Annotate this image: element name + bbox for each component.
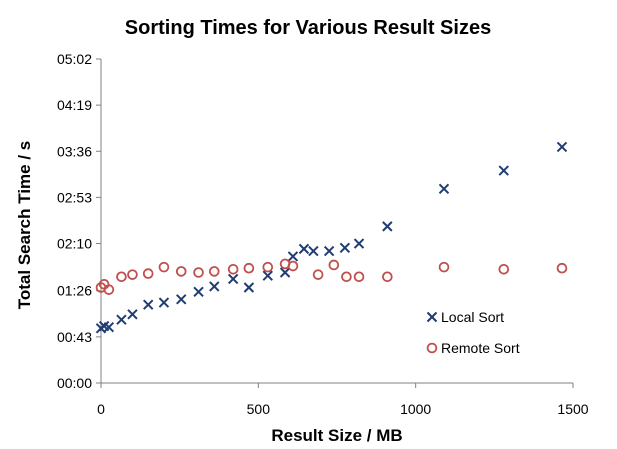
local-sort-point bbox=[176, 294, 187, 305]
x-tick-label: 500 bbox=[247, 401, 271, 417]
x-axis-label: Result Size / MB bbox=[271, 426, 402, 445]
remote-sort-point bbox=[498, 263, 510, 275]
local-sort-point bbox=[556, 141, 568, 153]
remote-sort-point bbox=[208, 266, 220, 277]
local-sort-point bbox=[438, 183, 450, 195]
remote-sort-point bbox=[175, 266, 187, 277]
local-sort-point bbox=[323, 245, 335, 257]
y-tick-label: 00:43 bbox=[57, 329, 92, 345]
remote-sort-point bbox=[438, 261, 450, 273]
y-tick-label: 03:36 bbox=[57, 143, 92, 159]
remote-sort-point bbox=[142, 268, 154, 279]
local-sort-point bbox=[353, 238, 365, 249]
y-tick-label: 02:53 bbox=[57, 189, 92, 205]
local-sort-point bbox=[158, 297, 170, 308]
x-tick-label: 1500 bbox=[557, 401, 588, 417]
y-axis-ticks: 00:00 00:43 01:26 02:10 02:53 03:36 04:19 05:02 bbox=[57, 51, 101, 391]
y-tick-label: 02:10 bbox=[57, 236, 92, 252]
legend: Local Sort Remote Sort bbox=[426, 309, 520, 356]
remote-sort-point bbox=[127, 269, 138, 280]
legend-local-sort-label: Local Sort bbox=[441, 309, 504, 325]
local-sort-point bbox=[243, 282, 255, 293]
local-sort-point bbox=[262, 270, 273, 281]
local-sort-point bbox=[103, 322, 115, 333]
remote-sort-point bbox=[287, 260, 299, 272]
remote-sort-point bbox=[193, 267, 204, 278]
local-sort-point bbox=[127, 309, 138, 320]
local-sort-point bbox=[308, 245, 319, 257]
remote-sort-point bbox=[227, 263, 239, 275]
legend-remote-sort-marker bbox=[426, 342, 438, 354]
chart-title: Sorting Times for Various Result Sizes bbox=[125, 17, 491, 39]
plot-axes bbox=[100, 59, 573, 384]
local-sort-point bbox=[287, 251, 299, 262]
remote-sort-point bbox=[328, 259, 340, 271]
local-sort-point bbox=[382, 221, 393, 232]
local-sort-point bbox=[339, 242, 351, 254]
local-sort-point bbox=[142, 299, 154, 310]
remote-sort-point bbox=[116, 271, 127, 283]
data-points bbox=[95, 141, 568, 334]
remote-sort-point bbox=[353, 271, 365, 283]
local-sort-point bbox=[116, 314, 127, 325]
legend-remote-sort-label: Remote Sort bbox=[441, 340, 520, 356]
local-sort-point bbox=[298, 243, 310, 255]
x-tick-label: 0 bbox=[97, 401, 105, 417]
remote-sort-point bbox=[262, 261, 274, 273]
local-sort-point bbox=[193, 286, 204, 298]
remote-sort-point bbox=[243, 262, 255, 274]
legend-local-sort-marker bbox=[426, 311, 438, 323]
y-tick-label: 05:02 bbox=[57, 51, 92, 67]
x-tick-label: 1000 bbox=[400, 401, 431, 417]
local-sort-point bbox=[279, 267, 291, 278]
remote-sort-point bbox=[158, 261, 170, 273]
local-sort-point bbox=[209, 281, 220, 292]
y-tick-label: 04:19 bbox=[57, 97, 92, 113]
y-tick-label: 01:26 bbox=[57, 283, 92, 299]
x-axis-ticks: 0 500 1000 1500 bbox=[97, 383, 589, 417]
remote-sort-point bbox=[556, 262, 568, 274]
local-sort-point bbox=[227, 273, 239, 285]
remote-sort-point bbox=[103, 284, 115, 295]
remote-sort-point bbox=[382, 271, 393, 283]
y-axis-label: Total Search Time / s bbox=[15, 141, 34, 310]
local-sort-point bbox=[498, 165, 509, 176]
remote-sort-point bbox=[312, 269, 324, 280]
y-tick-label: 00:00 bbox=[57, 375, 92, 391]
remote-sort-point bbox=[341, 271, 352, 283]
